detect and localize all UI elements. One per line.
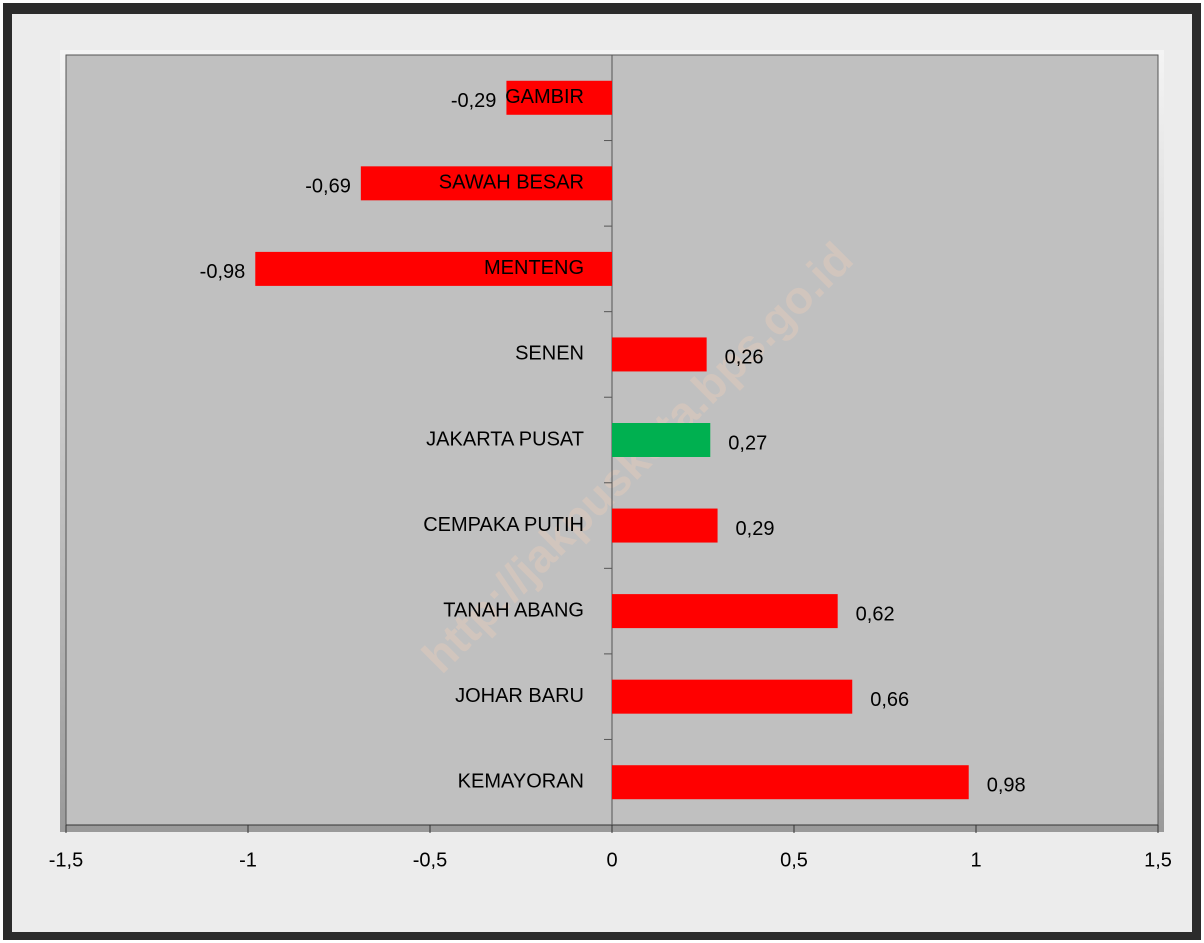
category-label: CEMPAKA PUTIH bbox=[423, 514, 584, 536]
x-tick-label: 0 bbox=[606, 849, 617, 871]
x-tick-label: -1,5 bbox=[49, 849, 83, 871]
value-label: 0,26 bbox=[725, 347, 764, 369]
value-label: -0,98 bbox=[200, 261, 246, 283]
bar bbox=[360, 166, 612, 201]
value-label: 0,66 bbox=[870, 689, 909, 711]
value-label: -0,29 bbox=[451, 90, 497, 112]
category-label: JOHAR BARU bbox=[455, 685, 584, 707]
category-label: TANAH ABANG bbox=[443, 599, 584, 621]
value-label: 0,98 bbox=[987, 775, 1026, 797]
bar bbox=[612, 337, 707, 372]
value-label: -0,69 bbox=[305, 176, 351, 198]
category-label: SAWAH BESAR bbox=[439, 172, 584, 194]
category-label: JAKARTA PUSAT bbox=[426, 428, 584, 450]
bar bbox=[612, 765, 969, 800]
bar bbox=[612, 679, 853, 714]
bar bbox=[506, 80, 612, 115]
bar bbox=[612, 594, 838, 629]
value-label: 0,62 bbox=[856, 603, 895, 625]
x-tick-label: 0,5 bbox=[780, 849, 808, 871]
bar bbox=[255, 251, 612, 286]
bar bbox=[612, 423, 711, 457]
value-label: 0,27 bbox=[728, 432, 767, 454]
bar bbox=[612, 508, 718, 543]
category-label: SENEN bbox=[515, 343, 584, 365]
category-label: KEMAYORAN bbox=[458, 771, 584, 793]
category-label: MENTENG bbox=[484, 257, 584, 279]
value-label: 0,29 bbox=[736, 518, 775, 540]
category-label: GAMBIR bbox=[505, 86, 584, 108]
x-tick-label: 1,5 bbox=[1144, 849, 1172, 871]
x-tick-label: 1 bbox=[970, 849, 981, 871]
x-tick-label: -0,5 bbox=[413, 849, 447, 871]
x-tick-label: -1 bbox=[239, 849, 257, 871]
